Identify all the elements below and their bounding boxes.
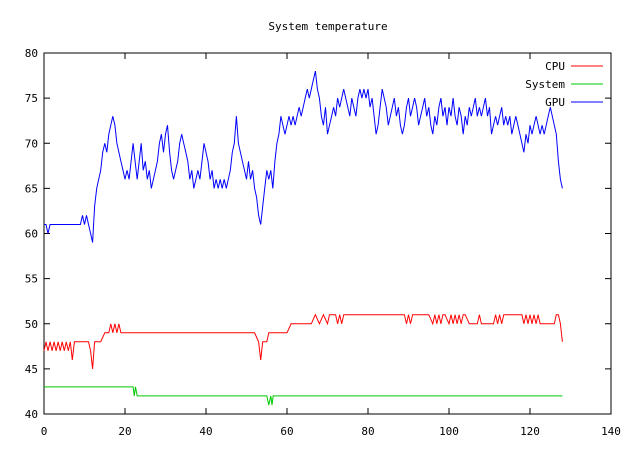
- plot-frame: [43, 52, 612, 415]
- y-tick-label: 65: [25, 182, 38, 195]
- chart-title: System temperature: [268, 20, 387, 33]
- x-tick-label: 140: [601, 425, 621, 438]
- y-tick-label: 60: [25, 228, 38, 241]
- y-tick-label: 50: [25, 318, 38, 331]
- series-line-system: [44, 386, 563, 406]
- legend: CPU System GPU: [525, 60, 603, 109]
- x-tick-label: 100: [439, 425, 459, 438]
- legend-label-gpu: GPU: [545, 96, 565, 109]
- x-tick-label: 80: [361, 425, 374, 438]
- legend-label-system: System: [525, 78, 565, 91]
- axis-ticks: 0 20 40 60 80 100 120 140 40 45 50 55 60 65 70 75 80: [25, 47, 621, 438]
- series-line-cpu: [43, 313, 563, 369]
- y-tick-label: 80: [25, 47, 38, 60]
- x-tick-label: 40: [199, 425, 212, 438]
- x-tick-label: 0: [41, 425, 48, 438]
- x-tick-label: 120: [520, 425, 540, 438]
- y-tick-label: 55: [25, 273, 38, 286]
- x-tick-label: 60: [280, 425, 293, 438]
- x-tick-label: 20: [118, 425, 131, 438]
- series-lines: [43, 70, 563, 406]
- legend-label-cpu: CPU: [545, 60, 565, 73]
- series-line-gpu: [44, 70, 563, 243]
- y-tick-label: 70: [25, 137, 38, 150]
- y-tick-label: 75: [25, 92, 38, 105]
- y-tick-label: 40: [25, 408, 38, 421]
- y-tick-label: 45: [25, 363, 38, 376]
